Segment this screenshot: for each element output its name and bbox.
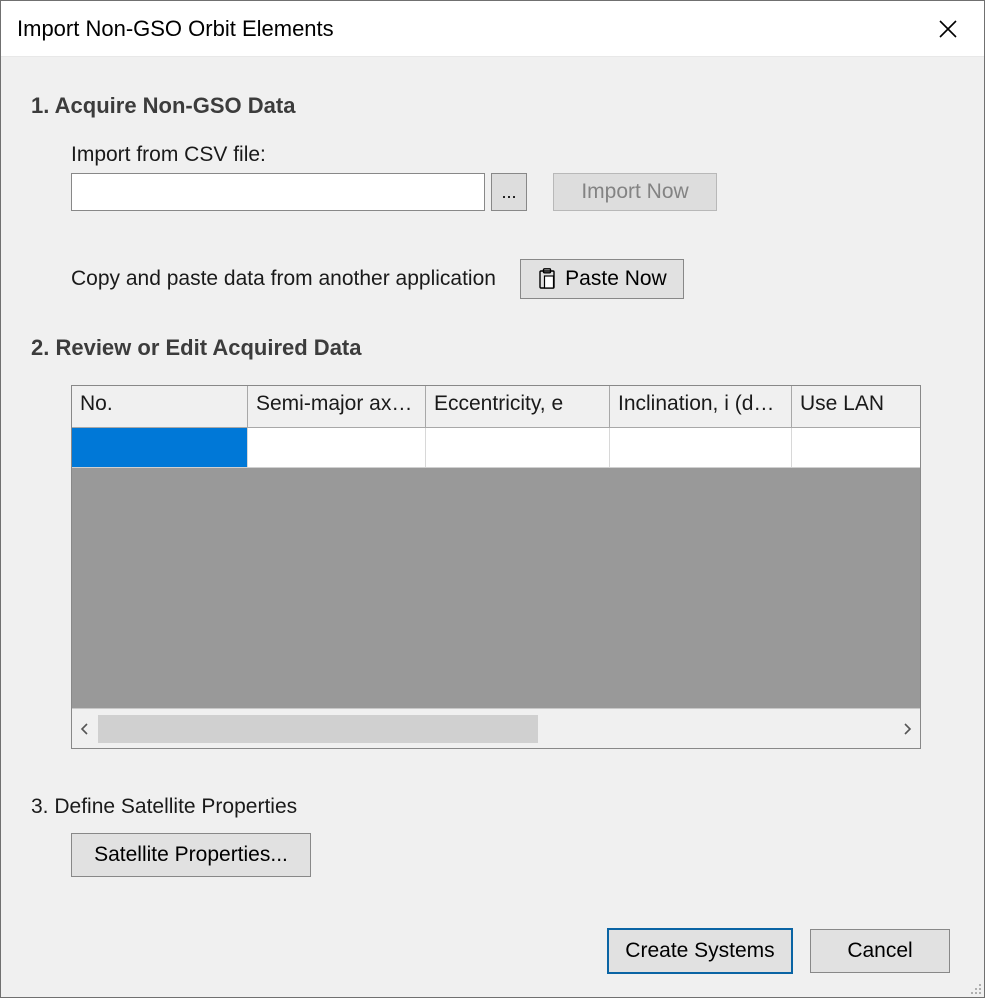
resize-grip-icon xyxy=(968,981,982,995)
grid-col-header-eccentricity[interactable]: Eccentricity, e xyxy=(426,386,610,427)
grid-cell[interactable] xyxy=(792,428,920,467)
scroll-thumb[interactable] xyxy=(98,715,538,743)
grid-header-row: No. Semi-major ax… Eccentricity, e Incli… xyxy=(72,386,920,428)
dialog-window: Import Non-GSO Orbit Elements 1. Acquire… xyxy=(0,0,985,998)
scroll-right-arrow[interactable] xyxy=(894,709,920,748)
scroll-left-arrow[interactable] xyxy=(72,709,98,748)
footer-buttons: Create Systems Cancel xyxy=(608,929,950,973)
csv-file-input[interactable] xyxy=(71,173,485,211)
section-1-content: Import from CSV file: ... Import Now Cop… xyxy=(31,143,954,299)
titlebar: Import Non-GSO Orbit Elements xyxy=(1,1,984,57)
copy-paste-label: Copy and paste data from another applica… xyxy=(71,267,496,291)
scroll-track[interactable] xyxy=(98,709,894,748)
grid-col-header-inclination[interactable]: Inclination, i (d… xyxy=(610,386,792,427)
grid-empty-area xyxy=(72,468,920,708)
cancel-button[interactable]: Cancel xyxy=(810,929,950,973)
close-button[interactable] xyxy=(928,9,968,49)
table-row[interactable] xyxy=(72,428,920,468)
clipboard-icon xyxy=(537,268,557,290)
csv-import-row: ... Import Now xyxy=(71,173,954,211)
resize-grip[interactable] xyxy=(966,979,982,995)
grid-col-header-semi-major[interactable]: Semi-major ax… xyxy=(248,386,426,427)
create-systems-button[interactable]: Create Systems xyxy=(608,929,792,973)
section-1-heading: 1. Acquire Non-GSO Data xyxy=(31,93,954,119)
chevron-right-icon xyxy=(902,723,912,735)
data-grid[interactable]: No. Semi-major ax… Eccentricity, e Incli… xyxy=(71,385,921,749)
chevron-left-icon xyxy=(80,723,90,735)
grid-col-header-use-lan[interactable]: Use LAN xyxy=(792,386,920,427)
import-now-button[interactable]: Import Now xyxy=(553,173,717,211)
import-from-csv-label: Import from CSV file: xyxy=(71,143,954,167)
horizontal-scrollbar[interactable] xyxy=(72,708,920,748)
browse-button[interactable]: ... xyxy=(491,173,527,211)
grid-cell[interactable] xyxy=(610,428,792,467)
grid-cell[interactable] xyxy=(426,428,610,467)
section-2-heading: 2. Review or Edit Acquired Data xyxy=(31,335,954,361)
paste-row: Copy and paste data from another applica… xyxy=(71,259,954,299)
grid-cell[interactable] xyxy=(72,428,248,467)
paste-now-label: Paste Now xyxy=(565,267,667,291)
window-title: Import Non-GSO Orbit Elements xyxy=(17,16,928,42)
section-3-heading: 3. Define Satellite Properties xyxy=(31,795,954,819)
close-icon xyxy=(939,20,957,38)
satellite-properties-button[interactable]: Satellite Properties... xyxy=(71,833,311,877)
paste-now-button[interactable]: Paste Now xyxy=(520,259,684,299)
dialog-body: 1. Acquire Non-GSO Data Import from CSV … xyxy=(1,57,984,997)
grid-cell[interactable] xyxy=(248,428,426,467)
grid-col-header-no[interactable]: No. xyxy=(72,386,248,427)
